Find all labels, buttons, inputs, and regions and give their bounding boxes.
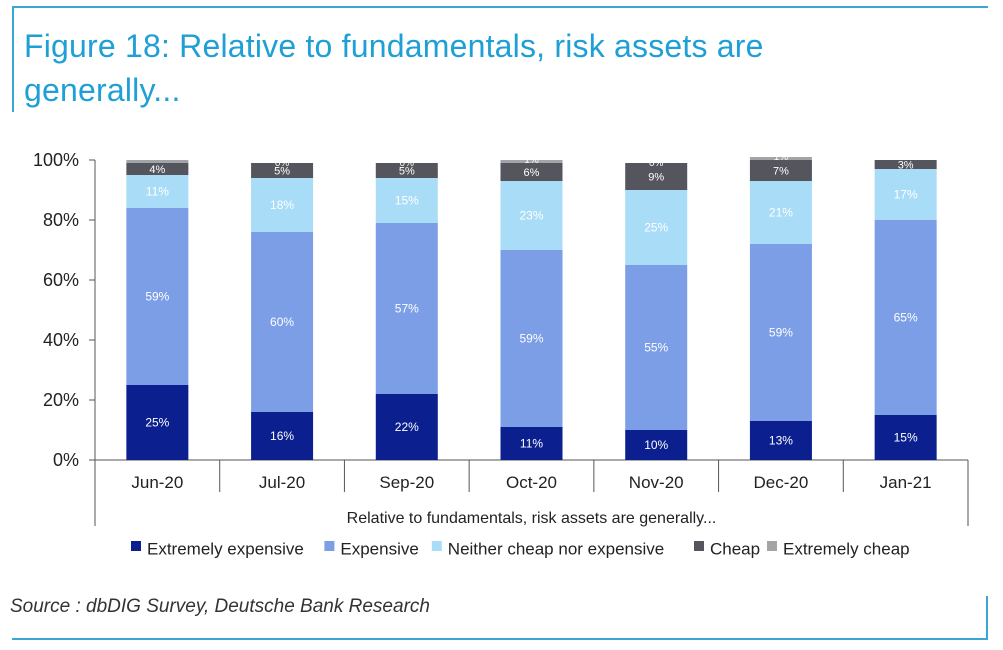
- frame-bottom-line: [12, 638, 988, 640]
- legend-label: Expensive: [340, 539, 418, 558]
- bar-segment: [625, 163, 688, 190]
- y-tick-label: 0%: [53, 450, 79, 470]
- bar-segment: [500, 181, 563, 250]
- data-label: 5%: [399, 166, 415, 178]
- data-label: 59%: [769, 326, 793, 340]
- data-label: 22%: [395, 420, 419, 434]
- bar-segment: [126, 160, 189, 163]
- bar-segment: [749, 244, 812, 421]
- bar-segment: [375, 223, 438, 394]
- bar-segment: [126, 175, 189, 208]
- bar-segment: [749, 160, 812, 181]
- bar-segment: [625, 265, 688, 430]
- x-axis-title: Relative to fundamentals, risk assets ar…: [347, 510, 717, 527]
- data-label: 5%: [274, 166, 290, 178]
- data-label: 0%: [400, 158, 415, 169]
- x-tick-label: Sep-20: [379, 473, 434, 492]
- data-label: 6%: [524, 167, 540, 179]
- data-label: 60%: [270, 315, 294, 329]
- data-label: 15%: [894, 431, 918, 445]
- bar-segment: [500, 163, 563, 181]
- bar-segment: [500, 250, 563, 427]
- bar-segment: [874, 169, 937, 220]
- legend-swatch: [694, 541, 704, 551]
- y-tick-label: 20%: [43, 390, 79, 410]
- data-label: 15%: [395, 194, 419, 208]
- bar-segment: [500, 427, 563, 460]
- x-tick-label: Oct-20: [506, 473, 557, 492]
- bar-segment: [126, 163, 189, 175]
- frame-top-line: [12, 6, 988, 8]
- x-tick-label: Nov-20: [629, 473, 684, 492]
- data-label: 3%: [898, 160, 914, 172]
- data-label: 11%: [146, 185, 169, 199]
- bar-segment: [874, 415, 937, 460]
- legend-label: Extremely expensive: [147, 539, 304, 558]
- bar-segment: [251, 163, 314, 178]
- bar-segment: [874, 160, 937, 169]
- data-label: 57%: [395, 302, 419, 316]
- legend-label: Cheap: [710, 539, 760, 558]
- bar-segment: [126, 208, 189, 385]
- y-tick-label: 100%: [33, 150, 79, 170]
- legend-swatch: [767, 541, 777, 551]
- legend-label: Neither cheap nor expensive: [448, 539, 664, 558]
- data-label: 59%: [519, 332, 543, 346]
- data-label: 1%: [774, 152, 789, 163]
- data-label: 7%: [773, 166, 789, 178]
- bar-segment: [500, 160, 563, 163]
- data-label: 65%: [894, 311, 918, 325]
- data-label: 4%: [149, 164, 165, 176]
- bar-segment: [625, 430, 688, 460]
- legend-swatch: [324, 541, 335, 551]
- bar-segment: [749, 421, 812, 460]
- data-label: 10%: [644, 438, 668, 452]
- y-tick-label: 80%: [43, 210, 79, 230]
- data-label: 25%: [644, 221, 668, 235]
- bar-segment: [749, 181, 812, 244]
- data-label: 25%: [145, 416, 169, 430]
- data-label: 9%: [648, 172, 664, 184]
- source-note: Source : dbDIG Survey, Deutsche Bank Res…: [10, 596, 430, 617]
- data-label: 0%: [275, 158, 290, 169]
- data-label: 59%: [145, 290, 169, 304]
- data-label: 17%: [894, 188, 918, 202]
- bar-segment: [251, 232, 314, 412]
- bar-segment: [625, 190, 688, 265]
- bar-segment: [375, 178, 438, 223]
- bar-segment: [375, 394, 438, 460]
- y-tick-label: 40%: [43, 330, 79, 350]
- data-label: 13%: [769, 434, 793, 448]
- x-tick-label: Jun-20: [131, 473, 183, 492]
- y-tick-label: 60%: [43, 270, 79, 290]
- data-label: 11%: [520, 437, 543, 451]
- frame-right-line: [986, 596, 988, 639]
- x-tick-label: Jan-21: [880, 473, 932, 492]
- legend-label: Extremely cheap: [783, 539, 910, 558]
- x-tick-label: Jul-20: [259, 473, 305, 492]
- bar-segment: [126, 385, 189, 460]
- bar-segment: [749, 157, 812, 160]
- bar-segment: [874, 220, 937, 415]
- bar-segment: [251, 412, 314, 460]
- data-label: 1%: [524, 155, 539, 166]
- x-tick-label: Dec-20: [754, 473, 809, 492]
- bar-segment: [375, 163, 438, 178]
- data-label: 18%: [270, 198, 294, 212]
- data-label: 23%: [519, 209, 543, 223]
- stacked-bar-chart: 0% 20% 40% 60% 80% 100% 25% 59% 11% 4% Jun-20 16% 60…: [33, 150, 969, 558]
- legend-swatch: [131, 541, 141, 551]
- legend-swatch: [431, 541, 442, 551]
- data-label: 16%: [270, 429, 294, 443]
- bar-segment: [251, 178, 314, 232]
- data-label: 55%: [644, 341, 668, 355]
- data-label: 21%: [769, 206, 793, 220]
- frame-left-line: [12, 6, 14, 112]
- figure-title: Figure 18: Relative to fundamentals, ris…: [24, 28, 764, 108]
- data-label: 0%: [649, 158, 664, 169]
